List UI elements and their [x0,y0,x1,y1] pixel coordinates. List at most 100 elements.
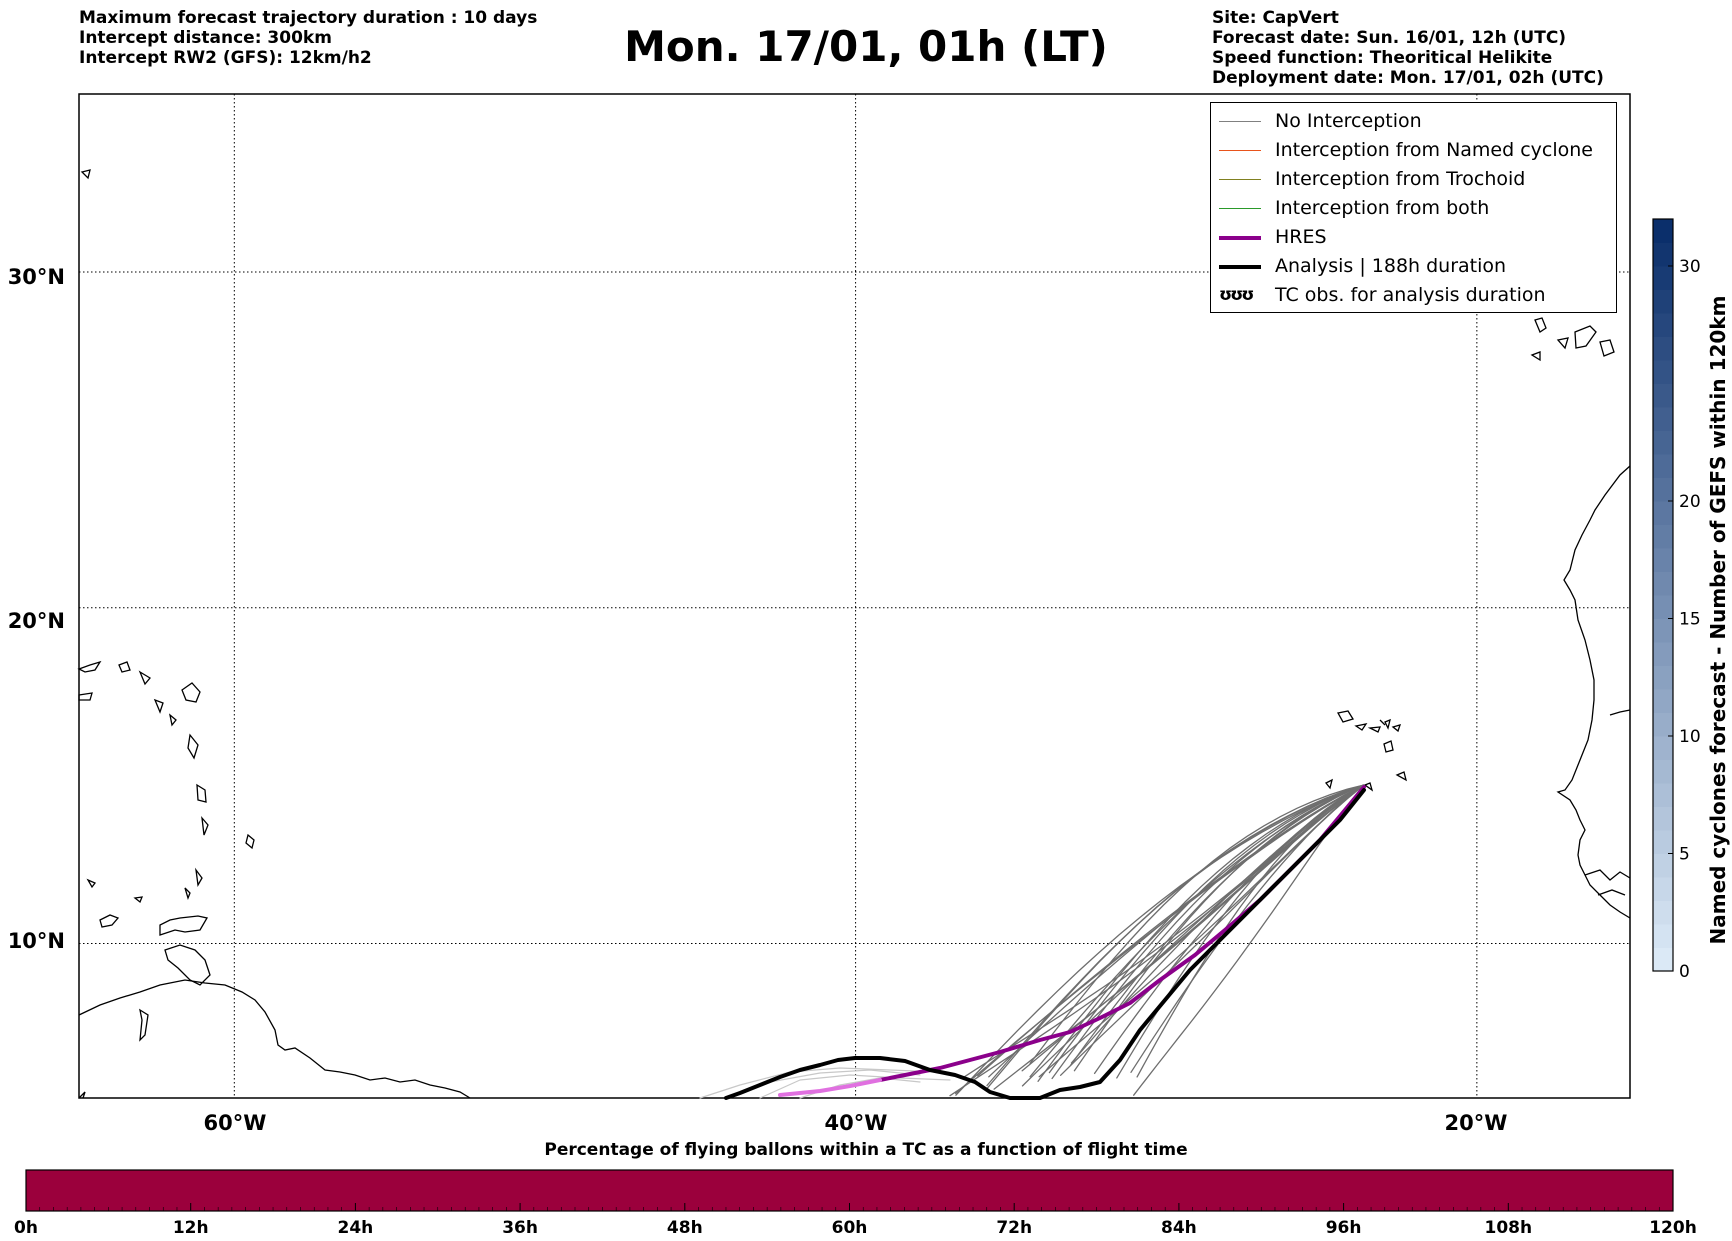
ensemble-track [993,784,1365,1090]
legend-line-purple [1219,236,1261,240]
hres-track-faded [778,1078,882,1097]
colorbar-right-band [1653,877,1673,901]
colorbar-right-band [1653,571,1673,596]
coastline-segment [78,1091,86,1099]
ensemble-track [986,784,1365,1089]
colorbar-bottom-title: Percentage of flying ballons within a TC… [544,1140,1188,1160]
coastline-segment [1367,726,1382,733]
coastline-segment [1584,869,1631,881]
colorbar-right-band [1653,689,1673,713]
colorbar-right-band [1653,454,1673,478]
ensemble-faded-track [699,1067,941,1099]
header-forecast-date: Forecast date: Sun. 16/01, 12h (UTC) [1212,28,1567,48]
colorbar-right-band [1653,712,1673,737]
legend-item-named-cyclone: Interception from Named cyclone [1211,137,1616,165]
lon-label-20w: 20°W [1445,1111,1508,1135]
coastline-segment [1383,740,1394,753]
colorbar-bottom: 0h 12h 24h 36h 48h 60h 72h 84h 96h 108h 120h [14,1169,1697,1238]
tc-symbol-icon: ʊʊʊ [1219,285,1254,305]
ensemble-track [1021,784,1365,1087]
coastline-segment [1599,339,1615,357]
header-right: Site: CapVert Forecast date: Sun. 16/01,… [1212,8,1604,88]
legend-label: Interception from both [1275,197,1490,219]
header-intercept-distance: Intercept distance: 300km [79,28,332,48]
colorbar-bottom-tick-label: 36h [502,1218,538,1238]
legend-item-no-interception: No Interception [1211,108,1616,136]
legend-line-green [1219,208,1261,209]
lat-label-10n: 10°N [8,929,65,953]
colorbar-right-band [1653,360,1673,384]
colorbar-right-band [1653,289,1673,314]
ensemble-track [1048,784,1365,1074]
colorbar-bottom-tick-label: 48h [667,1218,703,1238]
lat-label-20n: 20°N [8,609,65,633]
coastline-segment [1391,724,1402,733]
coastline-segment [1384,718,1391,730]
lon-label-60w: 60°W [204,1111,267,1135]
colorbar-right-band [1653,383,1673,408]
coastline-segment [201,815,209,836]
coastline-segment [1354,723,1368,731]
coastline-segment [181,682,201,703]
legend-line-gray [1219,121,1261,122]
coastline-segment [169,713,177,727]
ensemble-track [1038,784,1365,1078]
ensemble-track [1037,784,1365,1082]
coastline-segment [1379,719,1386,726]
coastline-segment [245,833,255,850]
colorbar-right-band [1653,407,1673,431]
ensemble-track [1029,784,1365,1078]
legend-item-hres: HRES [1211,224,1616,252]
colorbar-right-band [1653,900,1673,925]
colorbar-bottom-tick-label: 60h [832,1218,868,1238]
coastline-segment [80,169,91,180]
colorbar-right-band [1653,947,1673,972]
ensemble-track [1069,784,1365,1066]
coastline-segment [184,887,191,900]
colorbar-right-band [1653,736,1673,760]
coastline-segment [1530,351,1541,362]
coastline-segment [118,661,131,673]
colorbar-right-tick-label: 10 [1679,727,1701,747]
coastline-segment [1324,778,1333,790]
colorbar-right-label: Named cyclones forecast - Number of GEFS… [1706,295,1730,945]
coastline-segment [1395,771,1407,782]
coastline-segment [78,979,471,1099]
header-duration: Maximum forecast trajectory duration : 1… [79,8,538,28]
colorbar-right-band [1653,219,1673,243]
ensemble-track [963,784,1365,1078]
coastline-segment [159,915,209,936]
colorbar-right-band [1653,806,1673,831]
coastline-segment [86,878,97,889]
colorbar-right-band [1653,783,1673,807]
coastline-segment [133,896,144,904]
legend-label: Analysis | 188h duration [1275,255,1507,277]
trajectories [699,784,1366,1100]
colorbar-right-band [1653,642,1673,666]
coastline-segment [139,1008,149,1042]
colorbar-right-band [1653,477,1673,502]
colorbar-right-band [1653,618,1673,643]
colorbar-right-tick-label: 15 [1679,610,1701,630]
ensemble-track [977,784,1365,1077]
colorbar-right-tick-label: 30 [1679,257,1701,277]
colorbar-right-frame [1652,218,1674,972]
legend-line-orange [1219,150,1261,151]
coastline-segment [196,783,207,803]
colorbar-right-band [1653,336,1673,361]
colorbar-bottom-tick-label: 24h [338,1218,374,1238]
legend-item-analysis: Analysis | 188h duration [1211,253,1616,281]
coastline-segment [78,692,93,701]
colorbar-right-band [1653,524,1673,549]
colorbar-right-band [1653,266,1673,290]
colorbar-right-band [1653,242,1673,267]
coastline-segment [187,733,199,760]
coastline-segment [1336,710,1355,723]
legend-item-trochoid: Interception from Trochoid [1211,166,1616,194]
coastline-segment [138,670,151,686]
coastline-segment [1609,709,1631,716]
ensemble-track [955,784,1365,1096]
legend-line-black [1219,265,1261,269]
legend: No Interception Interception from Named … [1210,102,1617,313]
lat-label-30n: 30°N [8,265,65,289]
